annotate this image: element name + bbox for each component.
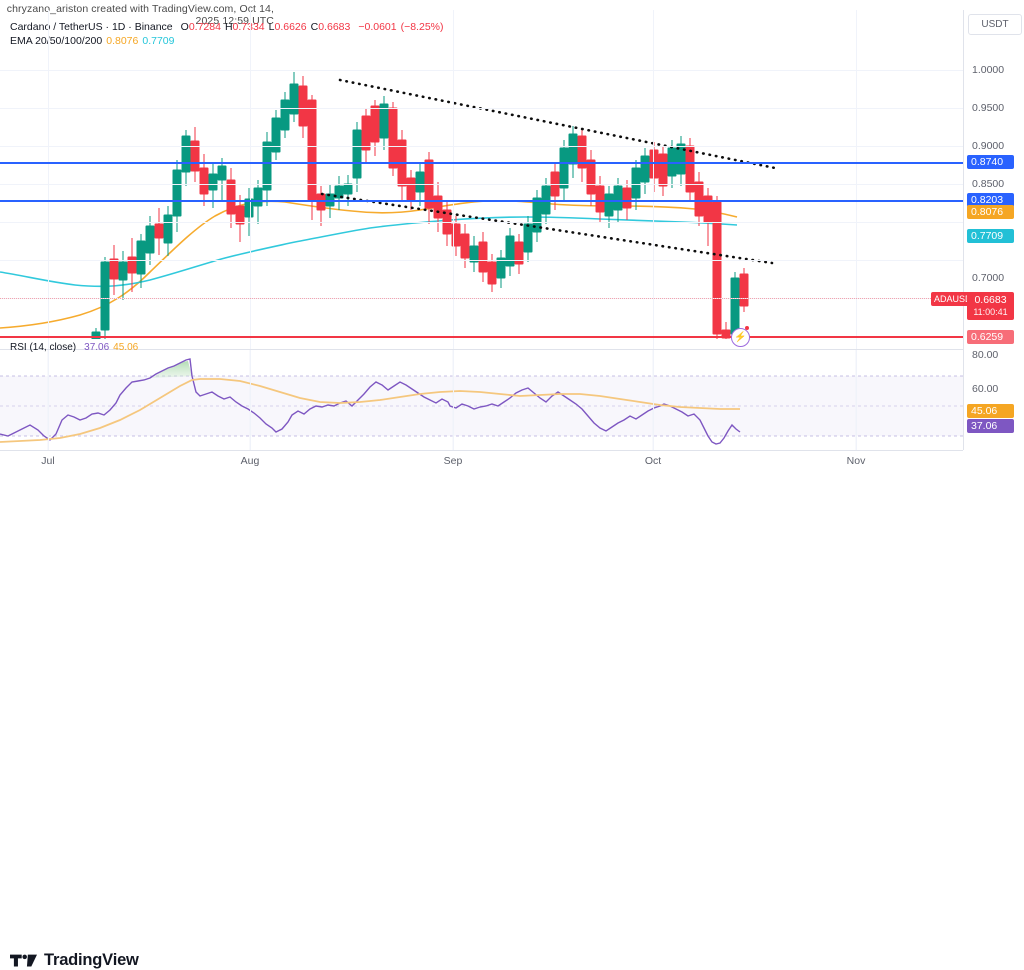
support-line[interactable]: [0, 336, 963, 338]
time-axis[interactable]: Jul Aug Sep Oct Nov: [0, 450, 963, 473]
legend-ema-row[interactable]: EMA 20/50/100/200 0.8076 0.7709: [10, 34, 444, 48]
resistance-price-badge[interactable]: 0.8740: [967, 155, 1014, 169]
rsi-pane-bg: [0, 350, 963, 450]
rsi-title[interactable]: RSI (14, close): [10, 342, 77, 353]
vertical-gridline: [653, 10, 654, 450]
price-tick: 0.7000: [972, 272, 1005, 284]
candlestick-series: [91, 72, 749, 339]
tradingview-mark-icon: [10, 954, 37, 967]
open-label: O: [180, 21, 189, 33]
midline-price-badge[interactable]: 0.8203: [967, 193, 1014, 207]
price-pane[interactable]: ⚡: [0, 10, 963, 450]
price-tick: 0.9500: [972, 102, 1005, 114]
time-tick: Sep: [443, 455, 463, 467]
rsi-ma-value: 45.06: [113, 342, 139, 353]
rsi-ma-badge[interactable]: 45.06: [967, 404, 1014, 418]
rsi-value: 37.06: [84, 342, 110, 353]
open-value: 0.7284: [188, 21, 221, 33]
tradingview-chart-screenshot: chryzano_ariston created with TradingVie…: [0, 3, 1024, 969]
last-price-badge[interactable]: 0.6683 11:00:41: [967, 292, 1014, 320]
low-value: 0.6626: [274, 21, 307, 33]
rsi-legend[interactable]: RSI (14, close) 37.06 45.06: [10, 342, 138, 353]
gridline: [0, 146, 963, 147]
close-value: 0.6683: [318, 21, 351, 33]
upper-trendline: [338, 78, 777, 170]
midline-level[interactable]: [0, 200, 963, 202]
attribution-text: chryzano_ariston created with TradingVie…: [0, 3, 1024, 27]
trendlines: [320, 78, 777, 265]
vertical-gridline: [856, 10, 857, 450]
vertical-gridline: [250, 10, 251, 450]
change-percent: (−8.25%): [400, 21, 444, 33]
lightning-bolt-glyph: ⚡: [734, 331, 747, 343]
last-price-value: 0.6683: [974, 294, 1007, 306]
rsi-tick: 60.00: [972, 383, 999, 395]
close-label: C: [310, 21, 319, 33]
gridline: [0, 108, 963, 109]
low-label: L: [268, 21, 275, 33]
vertical-gridline: [48, 10, 49, 450]
rsi-tick: 80.00: [972, 349, 999, 361]
rsi-line: [0, 358, 741, 445]
price-tick: 0.9000: [972, 140, 1005, 152]
tradingview-wordmark: TradingView: [44, 951, 139, 969]
support-price-badge[interactable]: 0.6259: [967, 330, 1014, 344]
pane-separator[interactable]: [0, 349, 963, 350]
ema-label[interactable]: EMA 20/50/100/200: [10, 35, 103, 47]
resistance-line[interactable]: [0, 162, 963, 164]
lower-trendline: [320, 192, 774, 265]
gridline: [0, 70, 963, 71]
vertical-gridline: [453, 10, 454, 450]
bar-countdown: 11:00:41: [973, 307, 1008, 317]
pivot-dotted-line[interactable]: [0, 298, 963, 299]
legend-symbol-row[interactable]: Cardano / TetherUS · 1D · Binance O0.7284…: [10, 20, 444, 34]
currency-label: USDT: [968, 14, 1022, 35]
gridline: [0, 222, 963, 223]
alert-status-dot: [745, 326, 749, 330]
rsi-ma-line: [0, 378, 740, 443]
gridline: [0, 260, 963, 261]
rsi-value-badge[interactable]: 37.06: [967, 419, 1014, 433]
time-tick: Nov: [846, 455, 866, 467]
alert-icon[interactable]: ⚡: [731, 328, 750, 347]
high-label: H: [224, 21, 233, 33]
ema50-value: 0.7709: [142, 35, 175, 47]
ema20-price-badge[interactable]: 0.8076: [967, 205, 1014, 219]
symbol-label[interactable]: Cardano / TetherUS · 1D · Binance: [10, 21, 173, 33]
price-tick: 1.0000: [972, 64, 1005, 76]
time-tick: Oct: [644, 455, 662, 467]
price-tick: 0.8500: [972, 178, 1005, 190]
rsi-series: [0, 358, 741, 445]
attribution-label: chryzano_ariston created with TradingVie…: [6, 3, 274, 27]
gridline: [0, 184, 963, 185]
tradingview-logo[interactable]: TradingView: [10, 951, 139, 970]
time-tick: Jul: [41, 455, 55, 467]
change-value: −0.0601: [358, 21, 397, 33]
rsi-overbought-fill: [152, 361, 192, 378]
chart-legend: Cardano / TetherUS · 1D · Binance O0.7284…: [10, 20, 444, 48]
ema20-value: 0.8076: [106, 35, 139, 47]
time-tick: Aug: [240, 455, 260, 467]
footer-bar: TradingView: [0, 472, 1024, 969]
high-value: 0.7334: [232, 21, 265, 33]
chart-canvas: [0, 72, 963, 450]
ema50-price-badge[interactable]: 0.7709: [967, 229, 1014, 243]
